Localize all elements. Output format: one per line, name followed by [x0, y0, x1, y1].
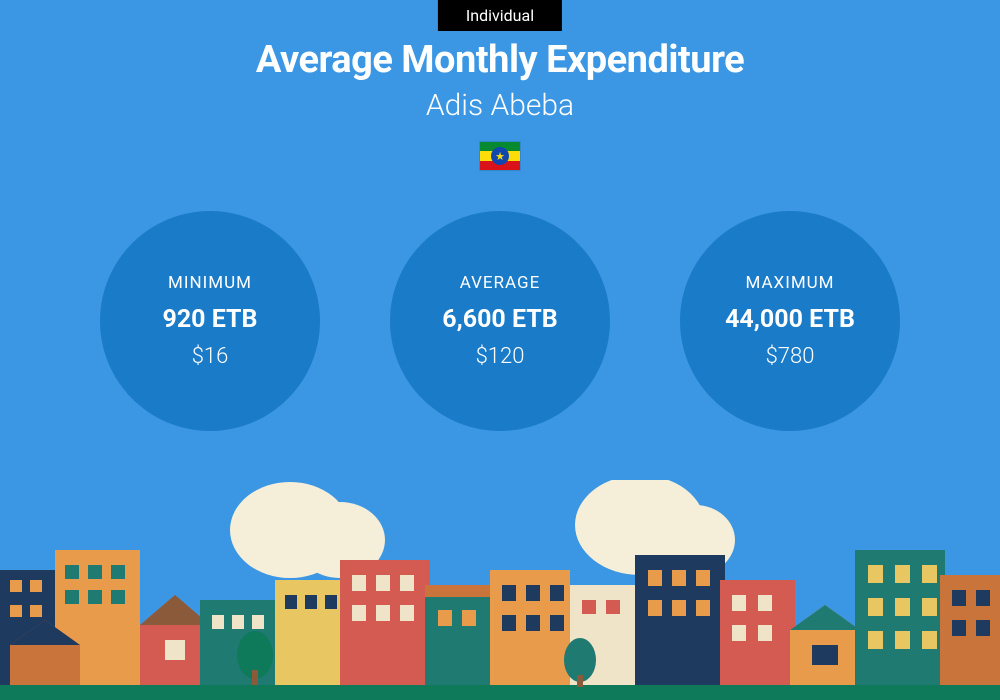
stat-circle-maximum: MAXIMUM 44,000 ETB $780: [680, 211, 900, 431]
category-tag: Individual: [438, 0, 562, 31]
stat-value: 6,600 ETB: [442, 305, 558, 334]
buildings-mid: [275, 560, 570, 685]
buildings-left: [0, 550, 275, 685]
cityscape-illustration: [0, 480, 1000, 700]
page-title: Average Monthly Expenditure: [0, 38, 1000, 82]
stat-circle-minimum: MINIMUM 920 ETB $16: [100, 211, 320, 431]
stat-usd: $16: [192, 344, 229, 369]
stat-circle-average: AVERAGE 6,600 ETB $120: [390, 211, 610, 431]
stat-label: AVERAGE: [460, 273, 541, 293]
location-subtitle: Adis Abeba: [0, 88, 1000, 123]
flag-icon: ★: [479, 141, 521, 171]
stat-value: 920 ETB: [163, 305, 258, 334]
stat-usd: $780: [766, 344, 815, 369]
stat-value: 44,000 ETB: [725, 305, 855, 334]
stats-row: MINIMUM 920 ETB $16 AVERAGE 6,600 ETB $1…: [0, 211, 1000, 431]
stat-label: MAXIMUM: [745, 273, 834, 293]
flag-emblem: ★: [491, 147, 509, 165]
stat-usd: $120: [476, 344, 525, 369]
stat-label: MINIMUM: [168, 273, 252, 293]
